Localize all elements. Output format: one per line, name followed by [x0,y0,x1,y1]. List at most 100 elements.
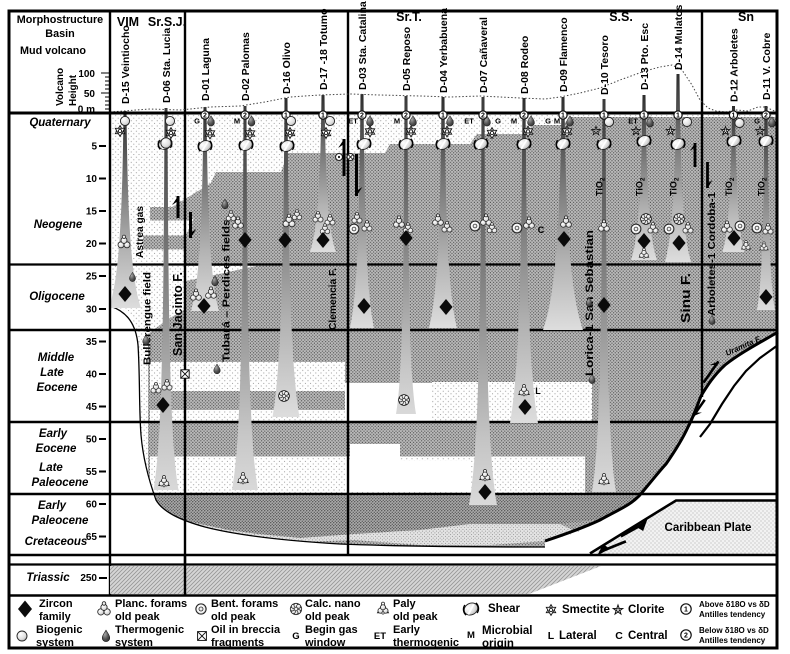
svg-text:D-11 V. Cobre: D-11 V. Cobre [761,33,773,100]
svg-text:Basin: Basin [45,28,74,40]
svg-text:thermogenic: thermogenic [393,637,459,649]
svg-text:Oligocene: Oligocene [29,291,85,303]
svg-text:Above δ18O vs δD: Above δ18O vs δD [699,600,770,609]
svg-text:10: 10 [86,174,98,185]
svg-text:25: 25 [86,272,98,283]
svg-text:Early: Early [38,500,67,512]
svg-text:2: 2 [360,113,364,120]
svg-text:TiO2: TiO2 [669,177,681,196]
svg-text:Microbial: Microbial [482,625,532,637]
svg-text:2: 2 [522,113,526,120]
svg-text:2: 2 [203,113,207,120]
svg-text:50: 50 [84,89,96,100]
svg-text:Oil in breccia: Oil in breccia [211,624,281,636]
svg-text:35: 35 [86,337,98,348]
svg-text:VIM: VIM [117,15,139,29]
svg-text:Antilles tendency: Antilles tendency [699,610,766,619]
svg-text:Arboletes-1 Cordoba-1: Arboletes-1 Cordoba-1 [706,192,718,316]
svg-text:G: G [292,631,299,642]
svg-text:Sinu F.: Sinu F. [678,273,693,323]
svg-text:Cretaceous: Cretaceous [25,536,88,548]
svg-text:old peak: old peak [305,611,351,623]
svg-text:0 m: 0 m [78,105,95,116]
svg-text:Triassic: Triassic [26,572,70,584]
svg-text:Sn: Sn [738,10,754,24]
svg-text:D-14 Mulatos: D-14 Mulatos [673,4,685,70]
svg-text:D-16 Olivo: D-16 Olivo [281,42,293,94]
svg-text:system: system [115,637,153,649]
svg-text:Biogenic: Biogenic [36,624,82,636]
svg-text:C: C [615,630,623,642]
svg-text:old peak: old peak [115,611,161,623]
svg-text:1: 1 [561,113,565,120]
svg-text:D-12 Arboletes: D-12 Arboletes [729,28,741,102]
svg-text:Paleocene: Paleocene [32,515,89,527]
svg-text:2: 2 [764,113,768,120]
svg-text:Antilles tendency: Antilles tendency [699,636,766,645]
svg-text:Below δ18O vs δD: Below δ18O vs δD [699,626,769,635]
svg-text:Tubará – Perdices fields: Tubará – Perdices fields [221,219,233,362]
svg-text:window: window [304,637,346,649]
svg-text:G: G [754,117,760,126]
svg-text:D-01 Laguna: D-01 Laguna [200,38,212,101]
svg-text:Late: Late [40,367,64,379]
svg-text:Calc. nano: Calc. nano [305,598,361,610]
svg-text:1: 1 [676,113,680,120]
svg-text:Early: Early [393,624,421,636]
svg-text:100: 100 [78,69,95,80]
svg-text:Central: Central [628,630,668,642]
svg-text:Morphostructure: Morphostructure [17,14,103,26]
svg-text:Caribbean Plate: Caribbean Plate [665,522,752,534]
svg-text:ET: ET [348,117,358,126]
svg-text:D-05 Reposo: D-05 Reposo [401,27,413,91]
svg-text:Mud volcano: Mud volcano [20,45,86,57]
svg-text:Neogene: Neogene [34,219,83,231]
svg-text:M: M [511,117,517,126]
svg-text:Bullerengue field: Bullerengue field [142,272,154,365]
svg-text:Planc. forams: Planc. forams [115,598,187,610]
svg-text:D-09 Flamenco: D-09 Flamenco [558,17,570,92]
svg-text:G: G [194,117,200,126]
svg-text:30: 30 [86,305,98,316]
svg-text:D-02 Palomas: D-02 Palomas [240,32,252,101]
svg-text:Late: Late [39,462,63,474]
svg-text:1: 1 [284,113,288,120]
svg-text:D-06 Sta. Lucia: D-06 Sta. Lucia [161,28,173,103]
svg-text:TiO2: TiO2 [757,177,769,196]
svg-text:M: M [234,117,240,126]
svg-text:1: 1 [321,113,325,120]
svg-text:ET: ET [374,631,386,642]
svg-text:L: L [535,386,541,396]
svg-text:S.S.: S.S. [609,10,633,24]
svg-text:G: G [495,117,501,126]
svg-text:D-10 Tesoro: D-10 Tesoro [599,35,611,95]
svg-text:ET: ET [464,117,474,126]
svg-text:Bent. forams: Bent. forams [211,598,278,610]
svg-text:5: 5 [91,142,97,153]
svg-text:Height: Height [68,74,79,106]
svg-text:Volcano: Volcano [55,68,66,106]
svg-text:Shear: Shear [488,603,520,615]
svg-text:Eocene: Eocene [36,443,78,455]
svg-text:origin: origin [482,638,514,650]
svg-text:Quaternary: Quaternary [29,117,91,129]
svg-text:1: 1 [602,113,606,120]
svg-text:D-13 Pto. Esc: D-13 Pto. Esc [639,23,651,90]
svg-text:1: 1 [441,113,445,120]
svg-text:G: G [545,117,551,126]
svg-text:Early: Early [39,428,68,440]
svg-text:D-07 Cañaveral: D-07 Cañaveral [478,17,490,93]
svg-text:L: L [548,630,555,642]
svg-text:old peak: old peak [211,611,257,623]
svg-text:2: 2 [404,113,408,120]
svg-text:D-08 Rodeo: D-08 Rodeo [519,36,531,94]
svg-text:Sr.T.: Sr.T. [396,10,422,24]
svg-text:60: 60 [86,500,98,511]
svg-text:Astrea gas: Astrea gas [134,206,146,258]
svg-text:C: C [538,225,545,235]
svg-text:2: 2 [481,113,485,120]
svg-text:Smectite: Smectite [562,604,610,616]
svg-text:Begin gas: Begin gas [305,624,358,636]
svg-text:Sr.S.J.: Sr.S.J. [148,15,186,29]
svg-text:50: 50 [86,435,98,446]
